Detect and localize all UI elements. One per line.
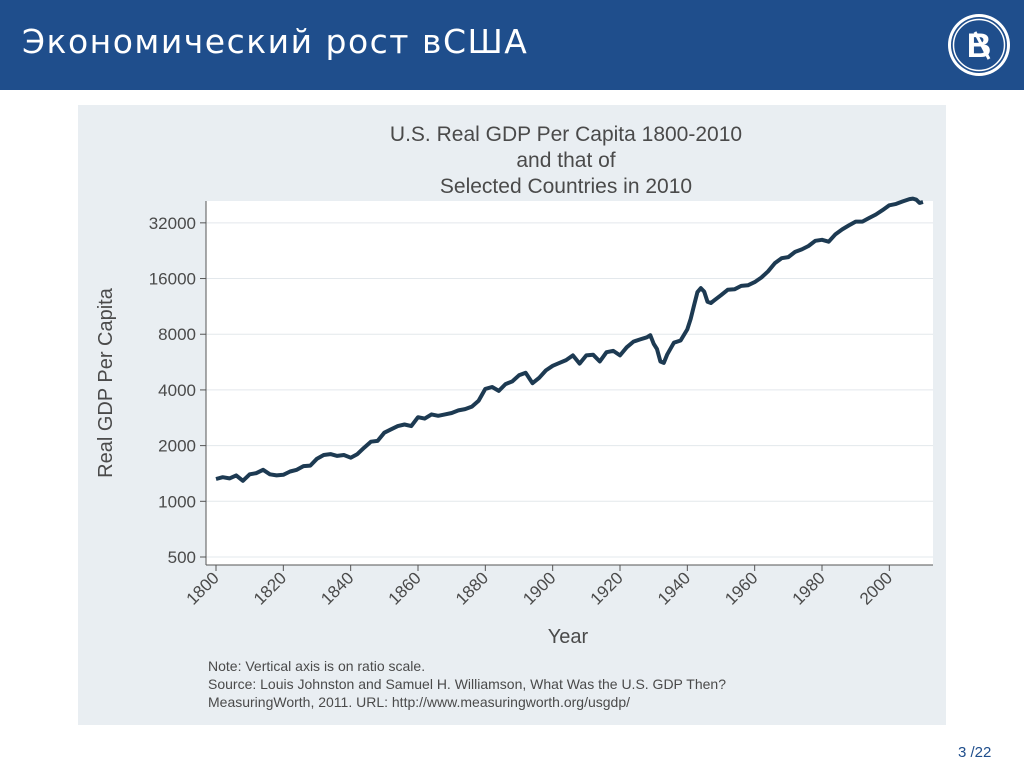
- chart-note: Source: Louis Johnston and Samuel H. Wil…: [208, 676, 726, 692]
- x-tick-label: 1940: [654, 568, 694, 608]
- plot-area: [206, 201, 933, 565]
- hse-logo-icon: В: [948, 14, 1010, 76]
- x-tick-label: 2000: [856, 568, 896, 608]
- chart-title-line: U.S. Real GDP Per Capita 1800-2010: [390, 123, 742, 146]
- y-tick-label: 16000: [149, 270, 196, 289]
- x-tick-label: 1900: [519, 568, 559, 608]
- x-axis-label: Year: [548, 626, 589, 648]
- x-tick-label: 1980: [789, 568, 829, 608]
- chart-title-line: and that of: [516, 149, 615, 172]
- gdp-series-line: [215, 196, 924, 483]
- chart-title-line: Selected Countries in 2010: [440, 175, 692, 198]
- chart-note: Note: Vertical axis is on ratio scale.: [208, 658, 425, 674]
- y-tick-label: 2000: [158, 437, 196, 456]
- chart-note: MeasuringWorth, 2011. URL: http://www.me…: [208, 694, 630, 710]
- gdp-line-chart: U.S. Real GDP Per Capita 1800-2010 and th…: [95, 123, 933, 710]
- x-tick-label: 1920: [587, 568, 627, 608]
- x-tick-label: 1840: [317, 568, 357, 608]
- x-tick-label: 1960: [721, 568, 761, 608]
- slide-title: Экономический рост вСША: [22, 22, 529, 61]
- page-number: 3 /22: [958, 744, 992, 761]
- slide-header: Экономический рост вСША В: [0, 0, 1024, 90]
- x-tick-label: 1880: [452, 568, 492, 608]
- y-tick-label: 4000: [158, 381, 196, 400]
- y-axis-label: Real GDP Per Capita: [95, 287, 117, 478]
- y-tick-label: 1000: [158, 492, 196, 511]
- x-tick-label: 1800: [183, 568, 223, 608]
- chart-figure: U.S. Real GDP Per Capita 1800-2010 and th…: [78, 105, 946, 725]
- y-tick-label: 500: [168, 548, 196, 567]
- y-tick-label: 8000: [158, 325, 196, 344]
- y-tick-label: 32000: [149, 214, 196, 233]
- x-tick-label: 1820: [250, 568, 290, 608]
- x-tick-label: 1860: [385, 568, 425, 608]
